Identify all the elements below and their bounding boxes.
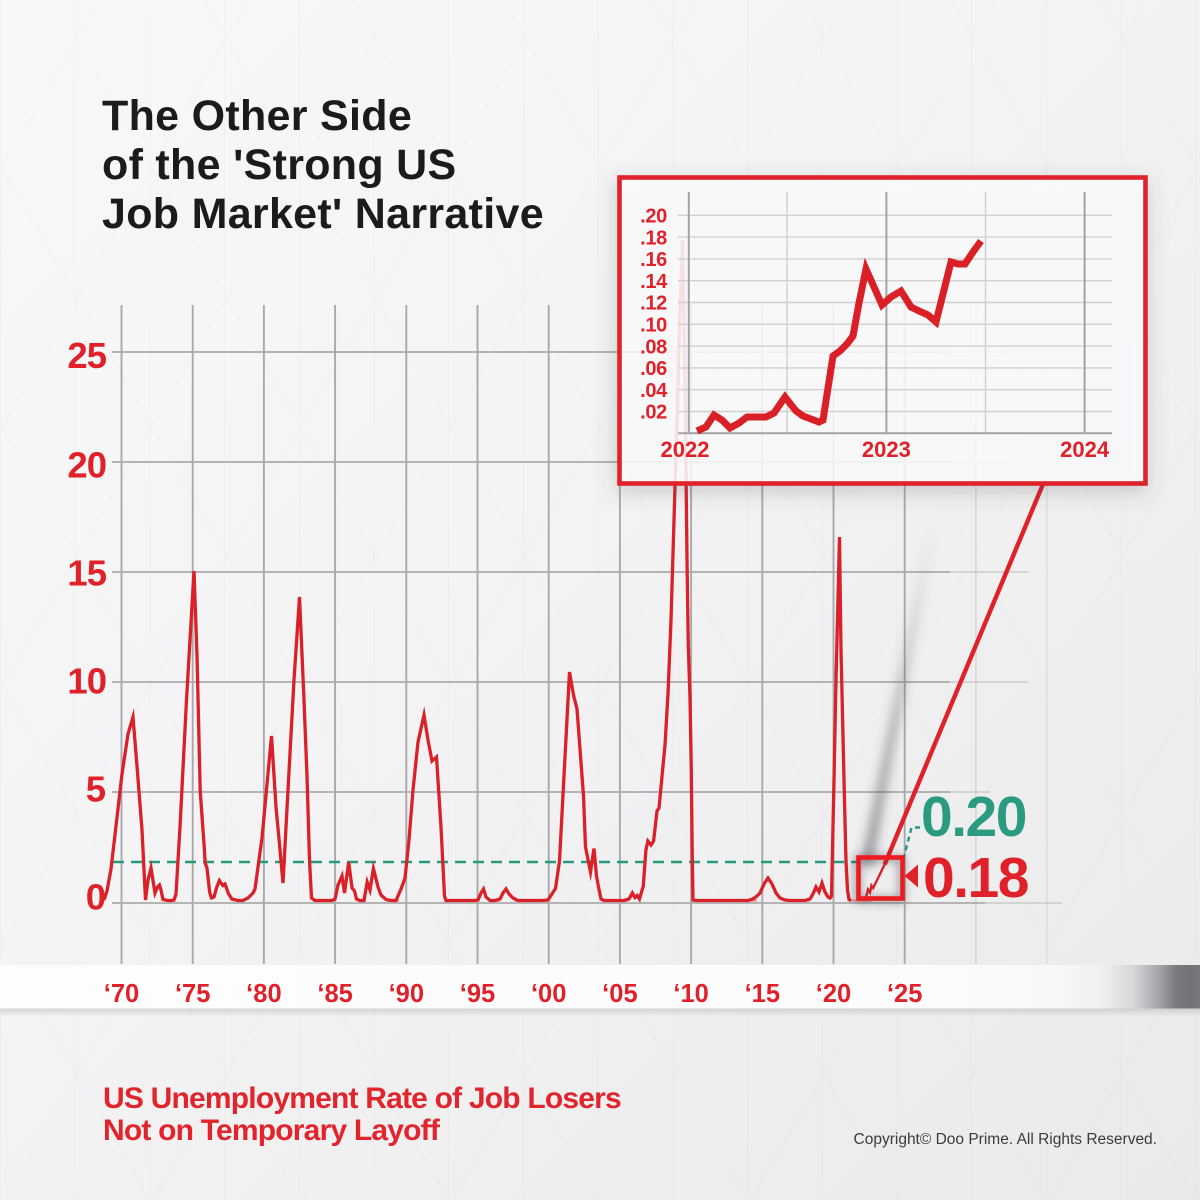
svg-text:.14: .14 [640,271,668,293]
svg-text:0.20: 0.20 [921,785,1026,849]
svg-text:‘70: ‘70 [104,980,139,1008]
svg-text:2023: 2023 [862,437,911,462]
svg-text:.04: .04 [640,380,668,402]
svg-text:‘10: ‘10 [673,980,708,1008]
svg-text:2022: 2022 [661,437,710,462]
svg-text:20: 20 [67,445,106,486]
svg-text:2024: 2024 [1060,437,1110,462]
svg-text:‘90: ‘90 [389,980,424,1008]
svg-text:.08: .08 [640,336,667,358]
svg-text:0: 0 [86,877,105,918]
svg-text:0.18: 0.18 [923,846,1028,910]
svg-text:25: 25 [67,335,106,376]
svg-text:‘80: ‘80 [246,980,281,1008]
svg-text:10: 10 [67,661,106,702]
svg-text:.02: .02 [640,402,667,424]
svg-text:‘05: ‘05 [602,980,637,1008]
svg-text:.18: .18 [640,227,667,249]
svg-text:.06: .06 [640,358,667,380]
svg-text:‘95: ‘95 [460,980,495,1008]
svg-text:‘15: ‘15 [745,980,780,1008]
svg-text:.12: .12 [640,293,667,315]
svg-text:‘25: ‘25 [887,980,922,1008]
svg-text:‘75: ‘75 [175,980,210,1008]
svg-text:.16: .16 [640,249,667,271]
svg-text:15: 15 [67,553,106,594]
svg-text:5: 5 [86,769,106,810]
svg-text:.20: .20 [640,206,667,228]
svg-text:‘85: ‘85 [317,980,352,1008]
svg-text:‘20: ‘20 [816,980,851,1008]
svg-text:.10: .10 [640,315,667,337]
svg-text:‘00: ‘00 [531,980,566,1008]
